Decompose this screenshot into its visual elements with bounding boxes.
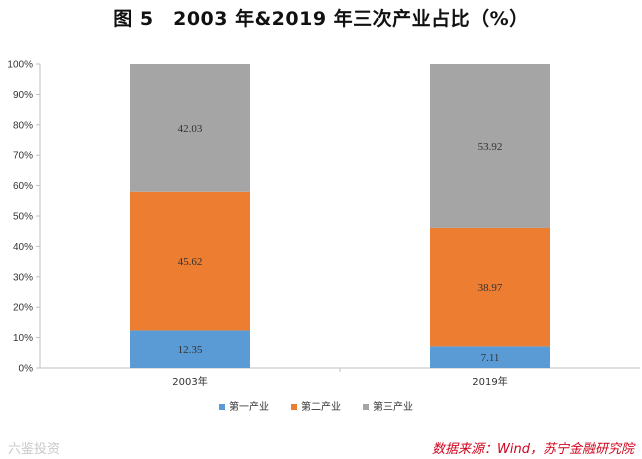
data-label: 42.03: [178, 123, 203, 135]
watermark: 六鉴投资: [8, 442, 61, 457]
data-label: 45.62: [178, 256, 203, 268]
axes: 0% 10% 20% 30% 40% 50% 60% 70% 80% 90% 100% 2003年 20…: [7, 60, 640, 388]
bar-segment: [430, 64, 550, 228]
legend-swatch: [291, 404, 297, 410]
bar-segment: [130, 64, 250, 192]
legend-label: 第二产业: [301, 400, 341, 413]
bar-segment: [430, 227, 550, 347]
bars: 12.35 45.62 42.03 7.11 38.97 53.92: [130, 64, 550, 368]
y-tick-label: 100%: [7, 60, 33, 71]
bar-segment: [130, 330, 250, 368]
legend-label: 第三产业: [373, 400, 413, 413]
legend: 第一产业 第二产业 第三产业: [219, 400, 413, 413]
source-note: 数据来源：Wind，苏宁金融研究院: [432, 442, 634, 457]
y-tick-label: 80%: [13, 120, 33, 131]
legend-swatch: [363, 404, 369, 410]
legend-swatch: [219, 404, 225, 410]
y-tick-label: 50%: [13, 212, 33, 223]
data-label: 53.92: [478, 141, 503, 153]
y-tick-label: 0%: [19, 364, 34, 375]
chart-title: 图 5 2003 年&2019 年三次产业占比（%）: [113, 8, 529, 30]
data-label: 7.11: [481, 352, 500, 364]
y-tick-label: 70%: [13, 151, 33, 162]
legend-label: 第一产业: [229, 400, 269, 413]
bar-segment: [430, 346, 550, 368]
data-label: 38.97: [478, 282, 503, 294]
x-tick-label: 2019年: [472, 375, 507, 388]
y-tick-label: 30%: [13, 272, 33, 283]
y-tick-label: 20%: [13, 303, 33, 314]
bar-segment: [130, 191, 250, 331]
y-tick-label: 60%: [13, 181, 33, 192]
data-label: 12.35: [178, 344, 203, 356]
y-tick-label: 90%: [13, 90, 33, 101]
y-tick-label: 40%: [13, 242, 33, 253]
x-tick-label: 2003年: [172, 375, 207, 388]
y-tick-label: 10%: [13, 333, 33, 344]
